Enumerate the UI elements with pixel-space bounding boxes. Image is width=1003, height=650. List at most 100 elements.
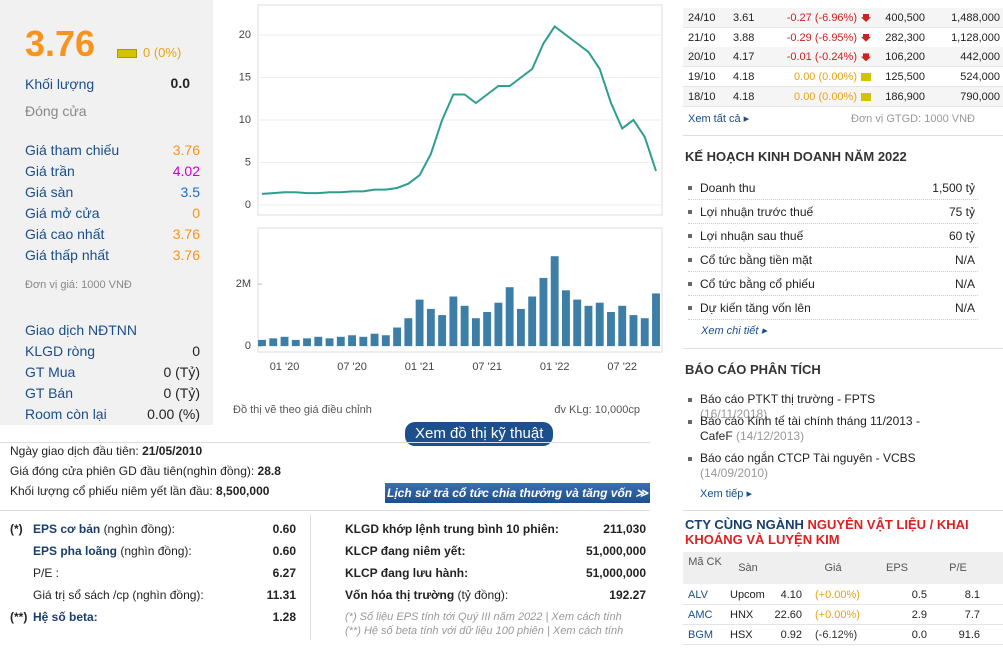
- peers-title-part: NGUYÊN VẬT LIỆU / KHAI KHOÁNG VÀ LUYỆN K…: [685, 517, 969, 547]
- report-title[interactable]: Báo cáo Kinh tế tài chính tháng 11/2013 …: [700, 414, 920, 443]
- bullet: [688, 186, 692, 190]
- metric-value: 1.28: [272, 610, 296, 624]
- metric-label-part: (nghìn đồng):: [103, 522, 175, 536]
- trade-date: 24/10: [688, 12, 716, 24]
- report-item[interactable]: Báo cáo PTKT thị trường - FPTS (16/11/20…: [700, 392, 945, 422]
- trades-unit: Đơn vị GTGD: 1000 VNĐ: [851, 113, 975, 125]
- volume-bar: [269, 338, 278, 347]
- metric-value: 0.60: [272, 522, 296, 536]
- metric-label-part: KLCP đang lưu hành:: [345, 566, 469, 580]
- trade-price: 4.18: [733, 90, 755, 103]
- plan-label: Lợi nhuận sau thuế: [700, 229, 804, 243]
- volume-bar: [393, 327, 402, 347]
- metric-label: Vốn hóa thị trường (tỷ đồng):: [345, 587, 508, 603]
- volume-bar: [415, 299, 424, 347]
- listing-row: Ngày giao dịch đầu tiên: 21/05/2010: [10, 443, 202, 459]
- section-title: CTY CÙNG NGÀNH NGUYÊN VẬT LIỆU / KHAI KH…: [685, 517, 975, 547]
- bullet: [688, 234, 692, 238]
- volume-bar: [449, 296, 458, 347]
- volume-bar: [303, 338, 311, 347]
- metric-value: 11.31: [266, 588, 296, 602]
- trade-volume: 282,300: [885, 31, 925, 44]
- bullet: [688, 398, 692, 402]
- footnote: (*) Số liệu EPS tính tới Quý III năm 202…: [345, 611, 622, 623]
- x-tick-label: 07 '20: [337, 361, 367, 373]
- volume-bar: [426, 308, 435, 347]
- peer-pe: 8.1: [964, 589, 980, 601]
- peer-change: (+0.00%): [815, 609, 860, 621]
- plan-more[interactable]: Xem chi tiết ▸: [701, 325, 768, 337]
- volume-bar: [528, 296, 537, 347]
- peer-code[interactable]: BGM: [688, 629, 714, 641]
- price-label: Giá mở cửa: [25, 205, 100, 221]
- plan-label: Doanh thu: [700, 181, 756, 195]
- plan-value: 75 tỷ: [948, 205, 975, 219]
- trade-price: 4.18: [733, 71, 755, 84]
- volume-panel: [257, 227, 663, 353]
- trade-volume: 186,900: [885, 90, 925, 103]
- metric-mark: (**): [10, 610, 28, 624]
- volume-bar: [280, 336, 289, 347]
- volume-bar: [505, 287, 514, 347]
- report-title[interactable]: Báo cáo ngắn CTCP Tài nguyên - VCBS: [700, 451, 916, 465]
- report-item[interactable]: Báo cáo ngắn CTCP Tài nguyên - VCBS (14/…: [700, 451, 945, 481]
- y-tick-label: 10: [239, 114, 251, 126]
- report-title[interactable]: Báo cáo PTKT thị trường - FPTS: [700, 392, 876, 406]
- trade-volume: 400,500: [885, 12, 925, 24]
- row-divider: [688, 199, 978, 200]
- trade-value: 442,000: [960, 51, 1000, 64]
- trades-more[interactable]: Xem tất cả ▸: [688, 113, 750, 125]
- listing-value: 8,500,000: [216, 484, 270, 498]
- foreign-value: 0: [192, 343, 200, 359]
- metric-label: KLCP đang lưu hành:: [345, 565, 468, 581]
- y-tick-label: 0: [245, 199, 251, 211]
- volume-bar: [629, 315, 638, 347]
- trade-value: 790,000: [960, 90, 1000, 103]
- volume-bar: [438, 315, 447, 347]
- volume-bar: [325, 338, 334, 347]
- plan-label: Dự kiến tăng vốn lên: [700, 301, 811, 315]
- dividend-button[interactable]: Lịch sử trả cổ tức chia thưởng và tăng v…: [385, 483, 650, 503]
- trade-value: 1,488,000: [951, 12, 1000, 24]
- report-item[interactable]: Báo cáo Kinh tế tài chính tháng 11/2013 …: [700, 414, 945, 444]
- row-divider: [688, 295, 978, 296]
- peer-code[interactable]: AMC: [688, 609, 713, 621]
- metric-label-part: (nghìn đồng):: [120, 544, 192, 558]
- volume-bar: [404, 318, 413, 347]
- trade-icon: [861, 73, 871, 82]
- foreign-label: KLGD ròng: [25, 343, 96, 359]
- price-value: 3.76: [172, 142, 200, 158]
- x-tick-label: 07 '22: [607, 361, 637, 373]
- foreign-value: 0 (Tỷ): [163, 385, 200, 401]
- metric-value: 6.27: [272, 566, 296, 580]
- peer-pe: 91.6: [958, 629, 980, 641]
- price-label: Giá trần: [25, 163, 75, 179]
- listing-row: Khối lượng cổ phiếu niêm yết lần đầu: 8,…: [10, 483, 269, 499]
- foreign-label: Room còn lại: [25, 406, 107, 422]
- reports-more[interactable]: Xem tiếp ▸: [700, 488, 752, 500]
- peer-change: (+0.00%): [815, 589, 860, 601]
- trade-change: -0.27 (-6.96%): [786, 12, 857, 24]
- peer-eps: 0.5: [911, 589, 927, 601]
- trade-icon: [861, 14, 871, 22]
- volume-bar: [494, 302, 503, 347]
- divider: [0, 510, 650, 511]
- chart-note: Đồ thị vẽ theo giá điều chỉnh: [233, 404, 372, 416]
- metric-label: Hệ số beta:: [33, 609, 98, 625]
- peer-price: 22.60: [774, 609, 802, 621]
- metric-value: 211,030: [603, 522, 646, 536]
- price-value: 3.5: [180, 184, 200, 200]
- peer-eps: 0.0: [911, 629, 927, 641]
- peer-code[interactable]: ALV: [688, 589, 708, 601]
- divider: [310, 515, 311, 640]
- y-tick-label: 15: [239, 71, 251, 83]
- metric-label-part: KLGD khớp lệnh trung bình 10 phiên:: [345, 522, 559, 536]
- plan-value: N/A: [954, 277, 975, 291]
- quote-panel: [0, 0, 213, 425]
- metric-label-part: Vốn hóa thị trường: [345, 588, 458, 602]
- column-header: EPS: [885, 562, 908, 574]
- y-tick-label: 0: [245, 340, 251, 352]
- last-price: 3.76: [25, 23, 96, 64]
- metric-label-part: KLCP đang niêm yết:: [345, 544, 466, 558]
